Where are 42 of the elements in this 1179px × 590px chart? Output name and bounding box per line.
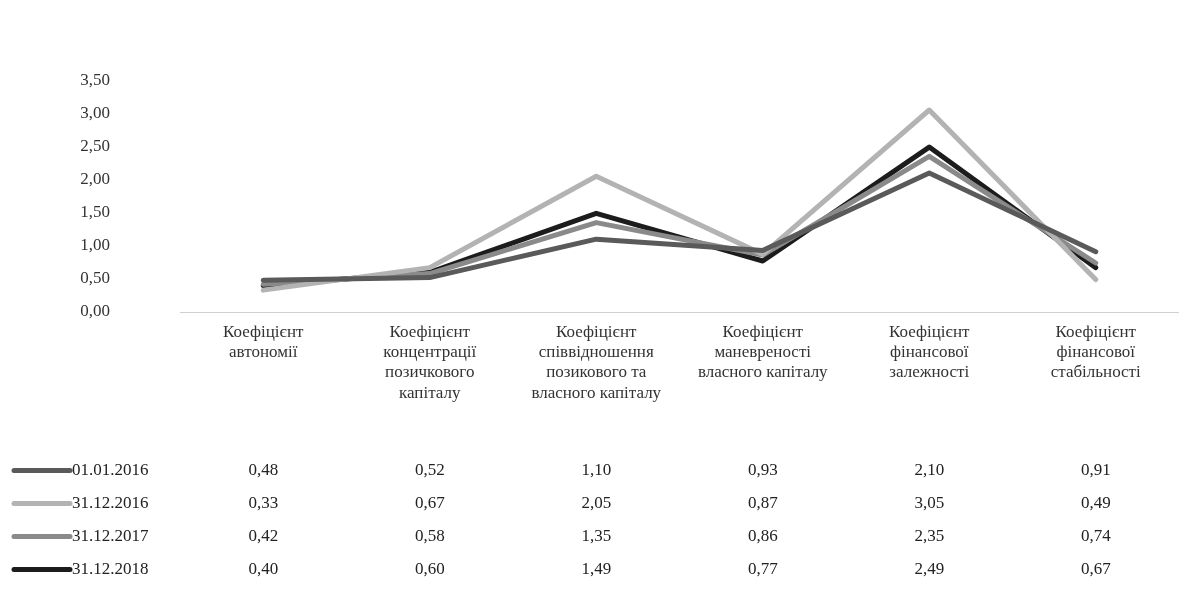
data-label: 0,33 bbox=[248, 492, 279, 512]
y-tick-label: 0,50 bbox=[80, 268, 110, 288]
y-tick-label: 1,50 bbox=[80, 202, 110, 222]
data-label: 0,74 bbox=[1080, 525, 1112, 545]
legend-label: 31.12.2017 bbox=[72, 525, 149, 545]
legend-label: 31.12.2016 bbox=[72, 492, 149, 512]
data-label: 0,40 bbox=[248, 558, 279, 578]
data-label: 0,67 bbox=[1080, 558, 1112, 578]
data-label: 0,77 bbox=[747, 558, 779, 578]
data-label: 0,58 bbox=[414, 525, 445, 545]
data-label: 0,60 bbox=[414, 558, 445, 578]
data-label: 1,49 bbox=[581, 558, 612, 578]
data-label: 1,35 bbox=[581, 525, 612, 545]
legend-label: 31.12.2018 bbox=[72, 558, 149, 578]
x-tick-label: Коефіцієнт концентрації позичкового капіталу bbox=[383, 321, 477, 402]
data-label: 2,05 bbox=[581, 492, 612, 512]
data-label: 2,10 bbox=[914, 459, 945, 479]
y-tick-label: 0,00 bbox=[80, 301, 110, 321]
data-label: 0,93 bbox=[747, 459, 778, 479]
data-label: 0,49 bbox=[1080, 492, 1111, 512]
y-tick-label: 3,00 bbox=[80, 102, 110, 122]
y-tick-label: 2,50 bbox=[80, 135, 110, 155]
y-tick-label: 3,50 bbox=[80, 69, 110, 89]
x-tick-label: Коефіцієнт автономії bbox=[223, 321, 304, 362]
data-label: 0,91 bbox=[1080, 459, 1111, 479]
data-label: 0,87 bbox=[747, 492, 779, 512]
legend-label: 01.01.2016 bbox=[72, 459, 149, 479]
data-label: 1,10 bbox=[581, 459, 612, 479]
x-tick-label: Коефіцієнт фінансової залежності bbox=[889, 321, 970, 382]
data-label: 0,67 bbox=[414, 492, 446, 512]
data-label: 0,48 bbox=[248, 459, 279, 479]
data-label: 0,86 bbox=[747, 525, 778, 545]
data-label: 3,05 bbox=[914, 492, 945, 512]
x-tick-label: Коефіцієнт співвідношення позикового та власного капіталу bbox=[531, 321, 662, 402]
x-tick-label: Коефіцієнт маневреності власного капіталу bbox=[697, 321, 829, 382]
data-label: 2,35 bbox=[914, 525, 945, 545]
data-label: 0,42 bbox=[248, 525, 279, 545]
data-label: 0,52 bbox=[414, 459, 445, 479]
data-label: 2,49 bbox=[914, 558, 945, 578]
y-tick-label: 2,00 bbox=[80, 169, 110, 189]
y-tick-label: 1,00 bbox=[80, 235, 110, 255]
x-tick-label: Коефіцієнт фінансової стабільності bbox=[1050, 321, 1142, 382]
